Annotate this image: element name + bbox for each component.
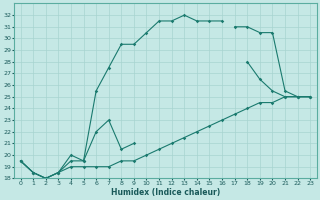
- X-axis label: Humidex (Indice chaleur): Humidex (Indice chaleur): [111, 188, 220, 197]
